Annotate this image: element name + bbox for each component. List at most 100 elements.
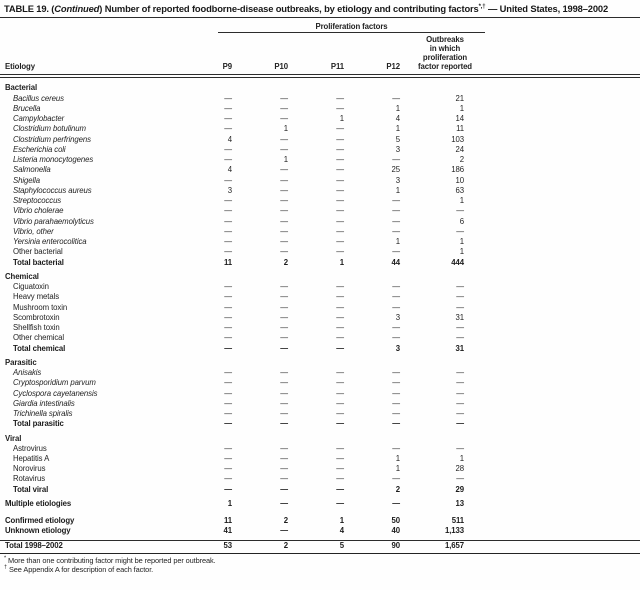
row-value: 3 xyxy=(227,185,232,195)
row-value: — xyxy=(224,464,232,474)
row-value: — xyxy=(336,333,344,343)
table-row: Other chemical — — — — — xyxy=(0,333,640,343)
row-value: 103 xyxy=(451,134,464,144)
row-label: Campylobacter xyxy=(13,114,65,124)
row-value: — xyxy=(280,474,288,484)
row-value: — xyxy=(456,388,464,398)
row-value: — xyxy=(224,292,232,302)
row-value: — xyxy=(224,453,232,463)
row-label: Total viral xyxy=(13,484,49,494)
row-value: — xyxy=(280,302,288,312)
row-label: Bacillus cereus xyxy=(13,93,64,103)
row-value: — xyxy=(224,124,232,134)
row-value: 1 xyxy=(395,185,400,195)
row-value: 29 xyxy=(455,484,465,494)
row-value: — xyxy=(280,165,288,175)
table-row: Brucella — — — 1 1 xyxy=(0,104,640,114)
row-value: — xyxy=(224,323,232,333)
row-value: — xyxy=(336,464,344,474)
row-label: Other chemical xyxy=(13,333,65,343)
row-value: — xyxy=(392,498,400,508)
section-header: Bacterial xyxy=(5,83,38,93)
table-row: Heavy metals — — — — — xyxy=(0,292,640,302)
row-label: Anisakis xyxy=(13,368,42,378)
row-value: 1 xyxy=(395,453,400,463)
row-value: — xyxy=(280,282,288,292)
row-label: Trichinella spiralis xyxy=(13,409,73,419)
row-value: — xyxy=(224,484,232,494)
row-label: Cryptosporidium parvum xyxy=(13,378,96,388)
row-label: Shellfish toxin xyxy=(13,323,60,333)
row-value: 1 xyxy=(459,196,464,206)
row-value: — xyxy=(224,302,232,312)
row-value: — xyxy=(392,282,400,292)
row-label: Salmonella xyxy=(13,165,51,175)
row-value: — xyxy=(224,388,232,398)
row-value: — xyxy=(392,323,400,333)
row-value: — xyxy=(224,333,232,343)
spanner-label: Proliferation factors xyxy=(315,21,388,31)
table-row: Multiple etiologies 1 — — — 13 xyxy=(0,499,640,509)
row-value: — xyxy=(336,185,344,195)
row-value: 31 xyxy=(455,343,465,353)
table-row: Trichinella spiralis — — — — — xyxy=(0,409,640,419)
row-value: 25 xyxy=(391,165,401,175)
row-value: 1 xyxy=(459,103,464,113)
row-value: — xyxy=(392,368,400,378)
row-value: 14 xyxy=(455,114,465,124)
row-value: — xyxy=(280,388,288,398)
row-value: — xyxy=(224,93,232,103)
row-value: 5 xyxy=(339,540,344,550)
table-row: Anisakis — — — — — xyxy=(0,368,640,378)
row-value: — xyxy=(336,388,344,398)
table-row: Shellfish toxin — — — — — xyxy=(0,323,640,333)
row-value: — xyxy=(280,398,288,408)
row-value: — xyxy=(336,124,344,134)
row-value: — xyxy=(336,323,344,333)
row-value: — xyxy=(280,216,288,226)
table-title-main: ) Number of reported foodborne-disease o… xyxy=(99,3,479,14)
table-row: Total 1998–2002 53 2 5 90 1,657 xyxy=(0,541,640,551)
row-value: 63 xyxy=(455,185,465,195)
row-value: — xyxy=(336,498,344,508)
column-header-p9: P9 xyxy=(222,62,232,72)
table-row: Norovirus — — — 1 28 xyxy=(0,464,640,474)
row-label: Multiple etiologies xyxy=(5,498,72,508)
row-value: — xyxy=(280,185,288,195)
spanner-rule xyxy=(218,31,485,33)
row-value: — xyxy=(456,419,464,429)
row-label: Vibrio parahaemolyticus xyxy=(13,216,94,226)
table-row: Yersinia enterocolitica — — — 1 1 xyxy=(0,237,640,247)
footnote-text: More than one contributing factor might … xyxy=(6,555,216,565)
row-value: — xyxy=(224,419,232,429)
row-value: — xyxy=(336,165,344,175)
section-header: Parasitic xyxy=(5,357,37,367)
row-value: 53 xyxy=(223,540,233,550)
row-value: — xyxy=(336,175,344,185)
row-value: — xyxy=(336,443,344,453)
row-value: — xyxy=(280,343,288,353)
row-value: — xyxy=(280,333,288,343)
table-row: Staphylococcus aureus 3 — — 1 63 xyxy=(0,186,640,196)
footnote: † See Appendix A for description of each… xyxy=(4,565,640,574)
row-value: — xyxy=(224,144,232,154)
row-value: — xyxy=(456,206,464,216)
row-label: Total 1998–2002 xyxy=(5,540,63,550)
row-label: Rotavirus xyxy=(13,474,46,484)
table-row: Cyclospora cayetanensis — — — — — xyxy=(0,389,640,399)
row-value: — xyxy=(280,144,288,154)
row-value: 3 xyxy=(395,343,400,353)
row-value: 90 xyxy=(391,540,401,550)
row-label: Clostridium botulinum xyxy=(13,124,86,134)
row-value: — xyxy=(224,226,232,236)
table-row: Total viral — — — 2 29 xyxy=(0,485,640,495)
row-value: — xyxy=(280,526,288,536)
table-row: Mushroom toxin — — — — — xyxy=(0,303,640,313)
row-label: Yersinia enterocolitica xyxy=(13,237,87,247)
table-row: Total bacterial 11 2 1 44 444 xyxy=(0,258,640,268)
row-value: — xyxy=(456,398,464,408)
row-value: — xyxy=(392,398,400,408)
row-value: 24 xyxy=(455,144,465,154)
table-row: Campylobacter — —1 4 14 xyxy=(0,114,640,124)
row-value: — xyxy=(224,216,232,226)
